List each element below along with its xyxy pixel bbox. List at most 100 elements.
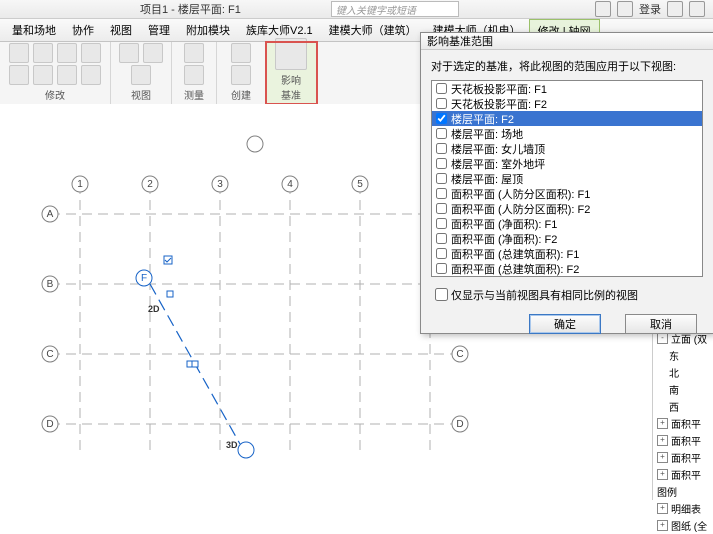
ribbon-tool-icon[interactable] xyxy=(33,43,53,63)
view-list-item[interactable]: 楼层平面: 屋顶 xyxy=(432,171,702,186)
ribbon-tool-icon[interactable] xyxy=(57,43,77,63)
view-list-item[interactable]: 面积平面 (人防分区面积): F1 xyxy=(432,186,702,201)
view-checkbox[interactable] xyxy=(436,263,447,274)
svg-text:1: 1 xyxy=(77,179,83,190)
view-checkbox[interactable] xyxy=(436,98,447,109)
menu-item[interactable]: 管理 xyxy=(140,19,178,41)
ribbon-tool-icon[interactable] xyxy=(131,65,151,85)
ribbon-tool-icon[interactable] xyxy=(184,65,204,85)
tree-label: 面积平 xyxy=(671,450,701,465)
ok-button[interactable]: 确定 xyxy=(529,314,601,334)
login-link[interactable]: 登录 xyxy=(639,1,661,17)
ribbon-tool-icon[interactable] xyxy=(57,65,77,85)
menu-item[interactable]: 建模大师（建筑） xyxy=(321,19,425,41)
view-checkbox[interactable] xyxy=(436,173,447,184)
svg-text:3D: 3D xyxy=(226,440,238,450)
view-list-item[interactable]: 面积平面 (总建筑面积): F2 xyxy=(432,261,702,276)
view-list-item[interactable]: 楼层平面: 女儿墙顶 xyxy=(432,141,702,156)
tree-node[interactable]: +面积平 xyxy=(653,432,713,449)
document-title: 项目1 - 楼层平面: F1 xyxy=(140,1,241,17)
view-label: 面积平面 (总建筑面积): F1 xyxy=(451,246,579,262)
view-list[interactable]: 天花板投影平面: F1天花板投影平面: F2楼层平面: F2楼层平面: 场地楼层… xyxy=(431,80,703,277)
tree-node[interactable]: +明细表 xyxy=(653,500,713,517)
view-checkbox[interactable] xyxy=(436,203,447,214)
view-list-item[interactable]: 天花板投影平面: F1 xyxy=(432,81,702,96)
view-list-item[interactable]: 楼层平面: F2 xyxy=(432,111,702,126)
view-checkbox[interactable] xyxy=(436,113,447,124)
only-same-scale-checkbox[interactable] xyxy=(435,288,448,301)
view-list-item[interactable]: 面积平面 (总建筑面积): F1 xyxy=(432,246,702,261)
view-checkbox[interactable] xyxy=(436,83,447,94)
view-list-item[interactable]: 楼层平面: 场地 xyxy=(432,126,702,141)
svg-text:D: D xyxy=(456,419,463,430)
ribbon-tool-icon[interactable] xyxy=(275,38,307,70)
view-list-item[interactable]: 面积平面 (净面积): F1 xyxy=(432,216,702,231)
tree-toggle-icon[interactable]: + xyxy=(657,503,668,514)
view-label: 面积平面 (净面积): F2 xyxy=(451,231,557,247)
ribbon-tool-icon[interactable] xyxy=(143,43,163,63)
view-checkbox[interactable] xyxy=(436,233,447,244)
tree-node[interactable]: +面积平 xyxy=(653,466,713,483)
tree-node[interactable]: +面积平 xyxy=(653,449,713,466)
ribbon-tool-icon[interactable] xyxy=(119,43,139,63)
view-label: 楼层平面: 屋顶 xyxy=(451,171,523,187)
project-browser[interactable]: -立面 (双东北南西+面积平+面积平+面积平+面积平图例+明细表+图纸 (全 xyxy=(652,330,713,500)
view-checkbox[interactable] xyxy=(436,128,447,139)
view-checkbox[interactable] xyxy=(436,158,447,169)
view-label: 楼层平面: 女儿墙顶 xyxy=(451,141,545,157)
svg-text:5: 5 xyxy=(357,179,363,190)
ribbon-group: 视图 xyxy=(111,42,172,104)
view-list-item[interactable]: 楼层平面: 室外地坪 xyxy=(432,156,702,171)
tree-node[interactable]: 图例 xyxy=(653,483,713,500)
tree-label: 北 xyxy=(669,365,679,380)
menu-item[interactable]: 视图 xyxy=(102,19,140,41)
tree-toggle-icon[interactable]: + xyxy=(657,520,668,531)
cancel-button[interactable]: 取消 xyxy=(625,314,697,334)
search-input[interactable]: 键入关键字或短语 xyxy=(331,1,459,17)
view-label: 面积平面 (人防分区面积): F2 xyxy=(451,201,590,217)
only-same-scale-option[interactable]: 仅显示与当前视图具有相同比例的视图 xyxy=(431,285,703,304)
view-label: 天花板投影平面: F1 xyxy=(451,81,547,97)
menu-item[interactable]: 量和场地 xyxy=(4,19,64,41)
view-list-item[interactable]: 面积平面 (净面积): F2 xyxy=(432,231,702,246)
view-checkbox[interactable] xyxy=(436,248,447,259)
ribbon-tool-icon[interactable] xyxy=(81,43,101,63)
view-label: 楼层平面: 室外地坪 xyxy=(451,156,545,172)
tree-node[interactable]: 北 xyxy=(653,364,713,381)
ribbon-tool-icon[interactable] xyxy=(9,43,29,63)
view-checkbox[interactable] xyxy=(436,143,447,154)
svg-text:2: 2 xyxy=(147,179,153,190)
ribbon-tool-icon[interactable] xyxy=(9,65,29,85)
tree-toggle-icon[interactable]: + xyxy=(657,452,668,463)
tree-toggle-icon[interactable]: + xyxy=(657,418,668,429)
titlebar-right: 登录 xyxy=(595,1,705,17)
tree-label: 面积平 xyxy=(671,416,701,431)
tree-node[interactable]: +图纸 (全 xyxy=(653,517,713,534)
help-icon[interactable] xyxy=(689,1,705,17)
tree-label: 南 xyxy=(669,382,679,397)
ribbon-tool-icon[interactable] xyxy=(231,65,251,85)
tree-toggle-icon[interactable]: + xyxy=(657,435,668,446)
ribbon-tool-icon[interactable] xyxy=(81,65,101,85)
star-icon[interactable] xyxy=(617,1,633,17)
ribbon-tool-icon[interactable] xyxy=(184,43,204,63)
exchange-icon[interactable] xyxy=(667,1,683,17)
view-list-item[interactable]: 面积平面 (人防分区面积): F2 xyxy=(432,201,702,216)
tree-node[interactable]: +面积平 xyxy=(653,415,713,432)
tree-node[interactable]: 西 xyxy=(653,398,713,415)
svg-text:3: 3 xyxy=(217,179,223,190)
info-icon[interactable] xyxy=(595,1,611,17)
view-label: 面积平面 (人防分区面积): F1 xyxy=(451,186,590,202)
view-list-item[interactable]: 天花板投影平面: F2 xyxy=(432,96,702,111)
menu-item[interactable]: 协作 xyxy=(64,19,102,41)
tree-toggle-icon[interactable]: + xyxy=(657,469,668,480)
tree-node[interactable]: 东 xyxy=(653,347,713,364)
menu-item[interactable]: 附加模块 xyxy=(178,19,238,41)
title-bar: 项目1 - 楼层平面: F1 键入关键字或短语 登录 xyxy=(0,0,713,19)
view-checkbox[interactable] xyxy=(436,188,447,199)
tree-node[interactable]: 南 xyxy=(653,381,713,398)
view-checkbox[interactable] xyxy=(436,218,447,229)
ribbon-tool-icon[interactable] xyxy=(33,65,53,85)
svg-text:C: C xyxy=(456,349,463,360)
ribbon-tool-icon[interactable] xyxy=(231,43,251,63)
